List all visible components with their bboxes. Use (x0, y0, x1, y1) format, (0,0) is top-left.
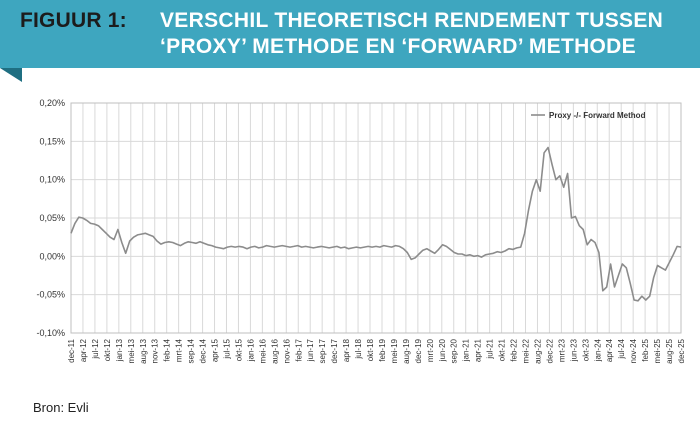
legend-label: Proxy -/- Forward Method (549, 111, 646, 120)
x-tick-label: mei-19 (390, 338, 399, 363)
x-tick-label: apr-21 (474, 338, 483, 362)
header-banner: FIGUUR 1: VERSCHIL THEORETISCH RENDEMENT… (0, 0, 700, 68)
y-tick-label: -0,05% (36, 290, 65, 300)
figure-title-line-1: VERSCHIL THEORETISCH RENDEMENT TUSSEN (160, 9, 664, 32)
x-tick-label: jan-21 (462, 338, 471, 362)
x-tick-label: dec-17 (330, 338, 339, 363)
x-tick-label: okt-21 (498, 338, 507, 361)
x-tick-label: nov-13 (151, 338, 160, 363)
banner-fold (0, 68, 22, 82)
x-tick-label: mrt-14 (175, 338, 184, 362)
x-tick-label: apr-18 (342, 338, 351, 362)
x-tick-label: okt-12 (103, 338, 112, 361)
series-line (70, 146, 682, 302)
x-tick-label: feb-14 (163, 338, 172, 361)
x-tick-label: okt-15 (234, 338, 243, 361)
x-tick-label: mrt-23 (557, 338, 566, 362)
x-tick-label: aug-16 (270, 338, 279, 363)
x-tick-label: jan-16 (246, 338, 255, 362)
x-tick-label: mei-22 (522, 338, 531, 363)
x-tick-label: dec-19 (414, 338, 423, 363)
x-tick-label: mei-25 (653, 338, 662, 363)
x-tick-label: jun-20 (438, 338, 447, 362)
x-tick-label: dec-25 (677, 338, 686, 363)
x-tick-label: jul-24 (617, 338, 626, 359)
x-tick-label: feb-25 (641, 338, 650, 361)
source-note: Bron: Evli (33, 400, 89, 415)
x-tick-label: apr-24 (605, 338, 614, 362)
chart-area: 0,20% 0,15% 0,10% 0,05% 0,00% -0,05% -0,10% dec… (21, 90, 696, 390)
x-tick-label: sep-20 (450, 338, 459, 363)
x-tick-label: okt-23 (581, 338, 590, 361)
x-tick-label: jun-23 (569, 338, 578, 362)
figure-label: FIGUUR 1: (20, 9, 127, 32)
x-tick-label: jul-18 (354, 338, 363, 359)
x-tick-label: dec-14 (199, 338, 208, 363)
x-tick-label: jul-21 (486, 338, 495, 359)
x-tick-label: feb-22 (510, 338, 519, 361)
plot-border (70, 102, 682, 334)
x-tick-label: aug-22 (533, 338, 542, 363)
y-tick-label: 0,10% (39, 175, 65, 185)
y-tick-label: 0,15% (39, 136, 65, 146)
x-tick-label: aug-13 (139, 338, 148, 363)
x-tick-label: jul-15 (222, 338, 231, 359)
x-tick-label: aug-19 (402, 338, 411, 363)
x-tick-label: feb-17 (294, 338, 303, 361)
figure-title: VERSCHIL THEORETISCH RENDEMENT TUSSEN ‘P… (160, 8, 690, 60)
x-tick-label: dec-22 (545, 338, 554, 363)
x-tick-label: apr-15 (211, 338, 220, 362)
x-tick-label: dec-11 (67, 338, 76, 362)
x-tick-label: mei-13 (127, 338, 136, 363)
x-tick-label: jun-17 (306, 338, 315, 362)
x-tick-label: nov-16 (282, 338, 291, 363)
y-tick-label: -0,10% (36, 328, 65, 338)
x-tick-label: jan-24 (593, 338, 602, 362)
x-tick-label: mrt-20 (426, 338, 435, 362)
x-tick-label: apr-12 (79, 338, 88, 362)
x-tick-label: mei-16 (258, 338, 267, 363)
x-tick-label: feb-19 (378, 338, 387, 361)
y-tick-label: 0,20% (39, 98, 65, 108)
line-chart: 0,20%0,15%0,10%0,05%0,00%-0,05%-0,10%dec… (36, 98, 686, 364)
x-tick-label: jan-13 (115, 338, 124, 362)
x-tick-label: aug-25 (665, 338, 674, 363)
x-tick-label: jul-12 (91, 338, 100, 359)
figure-title-line-2: ‘PROXY’ METHODE EN ‘FORWARD’ METHODE (160, 35, 636, 58)
x-tick-label: sep-17 (318, 338, 327, 363)
x-tick-label: nov-24 (629, 338, 638, 363)
x-tick-label: sep-14 (187, 338, 196, 363)
y-tick-label: 0,05% (39, 213, 65, 223)
y-tick-label: 0,00% (39, 251, 65, 261)
x-tick-label: okt-18 (366, 338, 375, 361)
